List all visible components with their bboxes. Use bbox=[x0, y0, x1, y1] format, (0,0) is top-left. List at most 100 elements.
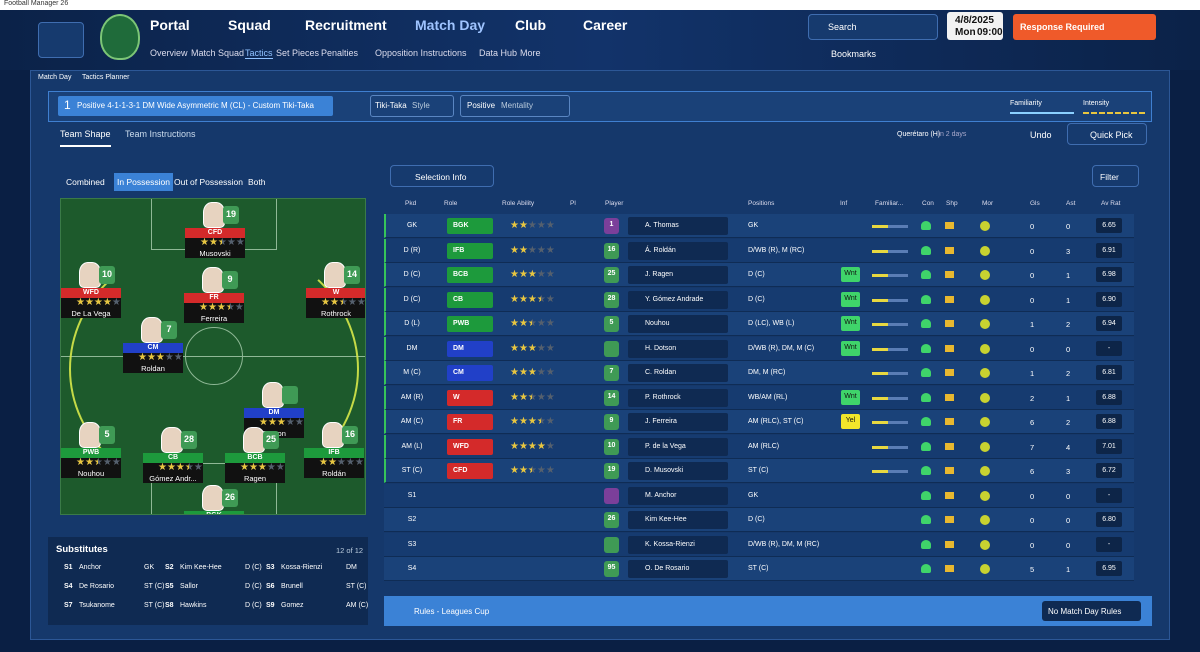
player-name[interactable]: K. Kossa-Rienzi bbox=[645, 540, 695, 548]
player-name[interactable]: P. Rothrock bbox=[645, 393, 681, 401]
subnav-item[interactable]: Penalties bbox=[321, 48, 359, 58]
table-row[interactable] bbox=[384, 459, 1134, 483]
sub-name[interactable]: Sallor bbox=[180, 583, 198, 590]
nav-item[interactable]: Portal bbox=[150, 17, 190, 33]
table-row[interactable] bbox=[384, 483, 1134, 508]
player-name[interactable]: H. Dotson bbox=[645, 344, 677, 352]
player-box[interactable] bbox=[628, 462, 728, 480]
subnav-item[interactable]: Data Hub bbox=[479, 48, 518, 58]
player-name[interactable]: M. Anchor bbox=[645, 491, 677, 499]
table-row[interactable] bbox=[384, 361, 1134, 385]
pitch-player[interactable]: 16 IFB★★★★★★★★★★Roldán bbox=[304, 422, 364, 480]
player-name[interactable]: P. de la Vega bbox=[645, 442, 686, 450]
table-row[interactable] bbox=[384, 287, 1134, 312]
role-badge[interactable]: WFD bbox=[447, 438, 493, 455]
player-box[interactable] bbox=[628, 339, 728, 358]
player-box[interactable] bbox=[628, 560, 728, 578]
subnav-item[interactable]: Opposition Instructions bbox=[375, 48, 467, 58]
player-box[interactable] bbox=[628, 388, 728, 407]
quick-pick[interactable]: Quick Pick bbox=[1067, 123, 1147, 145]
sub-name[interactable]: Tsukanome bbox=[79, 602, 115, 609]
role-badge[interactable]: CFD bbox=[447, 463, 493, 479]
table-row[interactable] bbox=[384, 508, 1134, 532]
mentality-box[interactable] bbox=[460, 95, 570, 117]
subnav-item[interactable]: Tactics bbox=[245, 48, 273, 59]
column-header[interactable]: Shp bbox=[946, 200, 958, 207]
pitch-toggle[interactable]: Combined bbox=[66, 177, 105, 187]
sub-name[interactable]: Anchor bbox=[79, 564, 102, 571]
bookmarks[interactable]: Bookmarks bbox=[831, 49, 877, 59]
table-row[interactable] bbox=[384, 238, 1134, 263]
column-header[interactable]: Pkd bbox=[405, 200, 417, 207]
player-box[interactable] bbox=[628, 413, 728, 431]
table-row[interactable] bbox=[384, 557, 1134, 581]
pitch-player[interactable]: 5 PWB★★★★★★★★★★Nouhou bbox=[61, 422, 121, 480]
subnav-item[interactable]: Match Squad bbox=[191, 48, 245, 58]
no-rules[interactable]: No Match Day Rules bbox=[1042, 601, 1141, 621]
nav-item[interactable]: Recruitment bbox=[305, 17, 387, 33]
nav-item[interactable]: Squad bbox=[228, 17, 271, 33]
subnav-item[interactable]: Set Pieces bbox=[276, 48, 320, 58]
player-box[interactable] bbox=[628, 315, 728, 333]
undo[interactable]: Undo bbox=[1030, 130, 1052, 140]
player-name[interactable]: J. Ferreira bbox=[645, 418, 677, 425]
role-badge[interactable]: PWB bbox=[447, 316, 493, 332]
pitch-player[interactable]: 26BGK★★★★★★★★★★Thomas bbox=[184, 485, 244, 514]
table-row[interactable] bbox=[384, 532, 1134, 557]
pitch-player[interactable]: 14 W★★★★★★★★★★Rothrock bbox=[306, 262, 365, 320]
pitch-toggle[interactable]: Both bbox=[248, 177, 266, 187]
column-header[interactable]: Mor bbox=[982, 200, 994, 207]
player-name[interactable]: Y. Gómez Andrade bbox=[645, 295, 704, 303]
player-name[interactable]: A. Thomas bbox=[645, 222, 679, 229]
sub-name[interactable]: Gomez bbox=[281, 602, 304, 609]
player-name[interactable]: C. Roldan bbox=[645, 369, 677, 376]
table-row[interactable] bbox=[384, 263, 1134, 287]
column-header[interactable]: Ast bbox=[1066, 200, 1076, 207]
player-box[interactable] bbox=[628, 486, 728, 505]
pitch-toggle[interactable]: In Possession bbox=[114, 173, 173, 191]
table-row[interactable] bbox=[384, 312, 1134, 336]
role-badge[interactable]: BCB bbox=[447, 267, 493, 283]
column-header[interactable]: Con bbox=[922, 200, 934, 207]
player-name[interactable]: Nouhou bbox=[645, 320, 670, 327]
player-name[interactable]: Kim Kee-Hee bbox=[645, 516, 687, 523]
player-name[interactable]: J. Ragen bbox=[645, 271, 674, 278]
player-box[interactable] bbox=[628, 437, 728, 456]
pitch-player[interactable]: 25 BCB★★★★★★★★★★Ragen bbox=[225, 427, 285, 485]
player-box[interactable] bbox=[628, 241, 728, 260]
player-name[interactable]: O. De Rosario bbox=[645, 565, 690, 572]
pitch-player[interactable]: 28 CB★★★★★★★★★★Gómez Andr... bbox=[143, 427, 203, 485]
footer-rules[interactable]: Rules - Leagues Cup bbox=[414, 607, 490, 616]
tab[interactable]: Team Instructions bbox=[125, 129, 196, 139]
role-badge[interactable]: CB bbox=[447, 291, 493, 308]
role-badge[interactable]: FR bbox=[447, 414, 493, 430]
player-box[interactable] bbox=[628, 266, 728, 284]
pitch-player[interactable]: 7 CM★★★★★★★★★★Roldan bbox=[123, 317, 183, 375]
table-row[interactable] bbox=[384, 336, 1134, 361]
column-header[interactable]: Gls bbox=[1030, 200, 1040, 207]
search-box[interactable] bbox=[808, 14, 938, 40]
pitch-player[interactable]: 10 WFD★★★★★★★★★★De La Vega bbox=[61, 262, 121, 320]
role-badge[interactable]: W bbox=[447, 389, 493, 406]
tactic-select[interactable] bbox=[58, 96, 333, 116]
sub-name[interactable]: Kossa-Rienzi bbox=[281, 564, 323, 571]
column-header[interactable]: Role Ability bbox=[502, 200, 535, 207]
pitch-toggle[interactable]: Out of Possession bbox=[174, 177, 243, 187]
player-box[interactable] bbox=[628, 364, 728, 382]
pitch-player[interactable]: 19 CFD★★★★★★★★★★Musovski bbox=[185, 202, 245, 260]
player-box[interactable] bbox=[628, 535, 728, 554]
player-name[interactable]: D. Musovski bbox=[645, 467, 684, 474]
column-header[interactable]: Pl bbox=[570, 200, 576, 207]
column-header[interactable]: Positions bbox=[748, 200, 775, 207]
column-header[interactable]: Role bbox=[444, 200, 458, 207]
column-header[interactable]: Av Rat bbox=[1101, 200, 1121, 207]
sub-name[interactable]: Brunell bbox=[281, 583, 303, 590]
role-badge[interactable]: CM bbox=[447, 365, 493, 381]
column-header[interactable]: Player bbox=[605, 200, 624, 207]
subnav-item[interactable]: Overview bbox=[150, 48, 188, 58]
style-box[interactable] bbox=[370, 95, 454, 117]
nav-item[interactable]: Career bbox=[583, 17, 628, 33]
player-box[interactable] bbox=[628, 511, 728, 529]
table-row[interactable] bbox=[384, 385, 1134, 410]
role-badge[interactable]: IFB bbox=[447, 242, 493, 259]
